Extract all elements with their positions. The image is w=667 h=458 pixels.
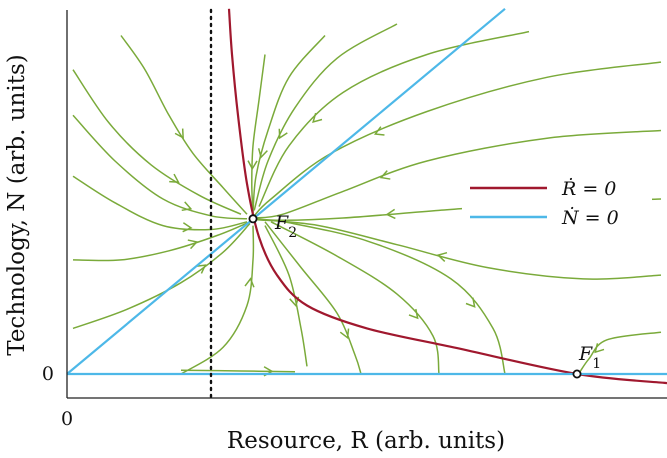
y-tick-label-0: 0 <box>42 363 54 385</box>
streamline-arrow-9 <box>278 128 288 140</box>
x-axis-label: Resource, R (arb. units) <box>227 428 505 454</box>
legend: Ṙ = 0 Ṅ = 0 <box>462 172 652 234</box>
r-dot-nullcline <box>227 8 667 385</box>
streamline-arrow-16 <box>339 328 350 340</box>
streamline-arrow-13 <box>385 208 396 220</box>
streamline-arrow-3 <box>182 222 193 233</box>
streamline-arrow-1 <box>169 173 180 183</box>
streamline-12 <box>254 129 662 219</box>
streamline-arrow-15 <box>594 343 605 354</box>
streamline-16 <box>264 221 362 375</box>
streamline-10 <box>258 30 530 207</box>
streamline-8 <box>252 35 326 213</box>
streamline-arrow-17 <box>408 308 419 320</box>
streamline-arrow-5 <box>196 264 207 274</box>
fixed-point-f1 <box>572 369 582 379</box>
n-dot-nullcline <box>66 7 506 375</box>
x-tick-label-0: 0 <box>61 408 73 430</box>
streamline-20 <box>180 369 296 373</box>
fixed-point-f2 <box>248 214 258 224</box>
legend-label-1: Ṅ = 0 <box>561 206 619 229</box>
nullclines-group <box>66 7 667 400</box>
streamline-0 <box>120 35 248 215</box>
streamline-arrow-6 <box>244 277 255 288</box>
streamline-11 <box>253 61 662 217</box>
streamline-7 <box>251 54 266 215</box>
streamline-arrow-14 <box>436 251 448 262</box>
streamline-arrow-4 <box>187 239 199 250</box>
streamline-arrow-7 <box>247 160 258 171</box>
streamline-arrow-12 <box>379 170 391 180</box>
streamline-arrow-10 <box>312 112 323 124</box>
streamline-3 <box>72 175 248 231</box>
streamline-arrow-2 <box>181 201 193 212</box>
axes-group <box>66 10 667 399</box>
streamline-15 <box>579 331 662 373</box>
streamline-arrow-0 <box>174 128 184 140</box>
streamline-14 <box>255 218 662 280</box>
legend-label-0: Ṙ = 0 <box>561 177 616 200</box>
streamline-9 <box>253 23 398 211</box>
ticks-group: 00 <box>42 363 73 430</box>
streamline-19 <box>264 225 308 367</box>
streamline-4 <box>72 221 251 262</box>
streamline-17 <box>270 221 440 375</box>
streamline-arrow-11 <box>373 126 385 136</box>
streamline-arrow-8 <box>257 148 268 159</box>
fixed-point-label-f1: F1 <box>578 343 601 372</box>
legend-box <box>462 172 652 234</box>
streamline-6 <box>180 225 255 375</box>
streamline-2 <box>72 114 248 220</box>
streamline-5 <box>72 222 251 330</box>
y-axis-label: Technology, N (arb. units) <box>4 54 30 355</box>
streamline-arrow-18 <box>465 297 476 308</box>
streamline-18 <box>276 219 506 375</box>
